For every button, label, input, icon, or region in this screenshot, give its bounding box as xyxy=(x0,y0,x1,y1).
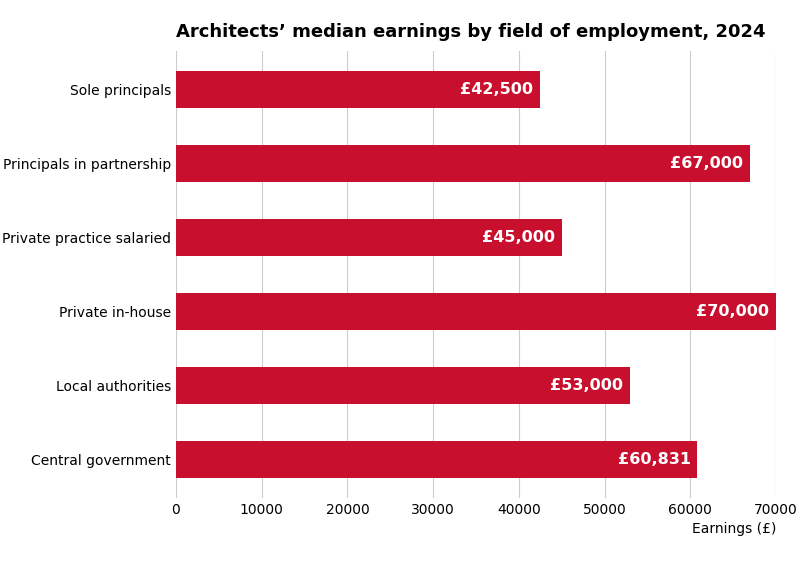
Bar xyxy=(176,219,562,256)
X-axis label: Earnings (£): Earnings (£) xyxy=(692,522,776,537)
Text: Architects’ median earnings by field of employment, 2024: Architects’ median earnings by field of … xyxy=(176,23,766,41)
Text: £67,000: £67,000 xyxy=(670,156,743,171)
Bar xyxy=(176,293,776,330)
Bar xyxy=(176,367,630,404)
Bar xyxy=(176,71,540,108)
Bar xyxy=(176,145,750,182)
Text: £42,500: £42,500 xyxy=(461,82,534,97)
Bar xyxy=(176,441,698,478)
Text: £45,000: £45,000 xyxy=(482,230,555,245)
Text: £60,831: £60,831 xyxy=(618,452,690,467)
Text: £53,000: £53,000 xyxy=(550,378,623,393)
Text: £70,000: £70,000 xyxy=(696,304,769,319)
